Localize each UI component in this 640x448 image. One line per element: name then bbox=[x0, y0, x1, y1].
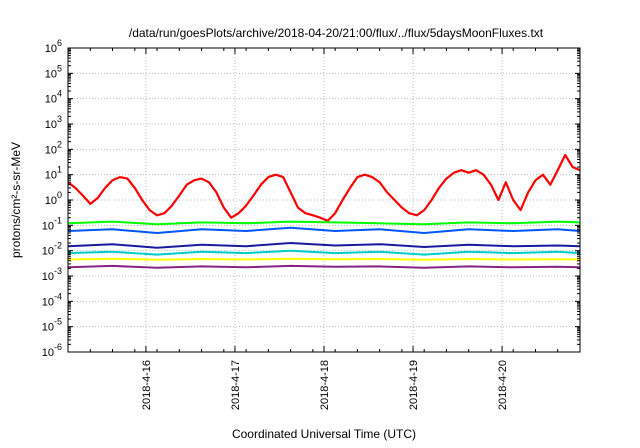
y-axis-title: protons/cm²-s-sr-MeV bbox=[9, 142, 23, 258]
y-tick-label: 10-2 bbox=[42, 241, 62, 258]
x-axis-title: Coordinated Universal Time (UTC) bbox=[232, 427, 416, 441]
x-axis: 2018-4-16 2018-4-17 2018-4-18 2018-4-19 2018… bbox=[67, 48, 581, 410]
y-tick-label: 10-4 bbox=[42, 291, 62, 308]
y-tick-label: 103 bbox=[45, 114, 62, 131]
y-tick-label: 105 bbox=[45, 63, 62, 80]
y-tick-label: 102 bbox=[45, 139, 62, 156]
x-tick-label: 2018-4-20 bbox=[497, 360, 509, 410]
series-layer bbox=[67, 153, 581, 269]
y-tick-label: 106 bbox=[45, 38, 62, 55]
y-tick-label: 10-5 bbox=[42, 317, 62, 334]
chart-title: /data/run/goesPlots/archive/2018-04-20/2… bbox=[129, 26, 544, 40]
y-tick-label: 10-1 bbox=[42, 215, 62, 232]
series-line-2 bbox=[67, 226, 581, 234]
y-tick-label: 104 bbox=[45, 89, 62, 106]
x-tick-label: 2018-4-16 bbox=[141, 360, 153, 410]
series-line-4 bbox=[67, 249, 581, 256]
y-tick-label: 10-3 bbox=[42, 266, 62, 283]
y-tick-label: 100 bbox=[45, 190, 62, 207]
y-axis: 10-6 10-5 10-4 10-3 10-2 10-1 100 101 102 103 104 1… bbox=[42, 38, 580, 359]
x-tick-label: 2018-4-18 bbox=[319, 360, 331, 410]
grid-lines bbox=[68, 48, 580, 352]
x-tick-label: 2018-4-17 bbox=[230, 360, 242, 410]
series-line-5 bbox=[67, 257, 581, 261]
y-tick-label: 10-6 bbox=[42, 342, 62, 359]
series-line-6 bbox=[67, 264, 581, 269]
series-line-1 bbox=[67, 220, 581, 226]
x-tick-label: 2018-4-19 bbox=[408, 360, 420, 410]
series-line-3 bbox=[67, 242, 581, 249]
y-tick-label: 101 bbox=[45, 165, 62, 182]
series-line-0 bbox=[67, 153, 581, 222]
